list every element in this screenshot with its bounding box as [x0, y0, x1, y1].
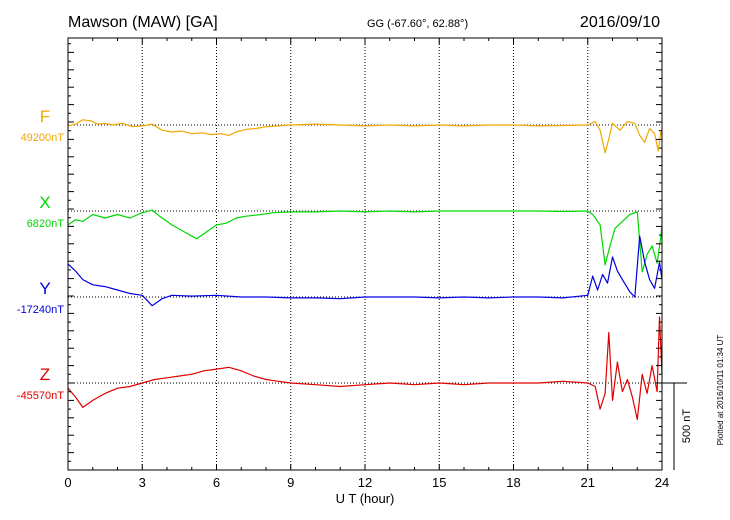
series-baseline-y: -17240nT [17, 304, 64, 316]
series-name-x: X [39, 193, 50, 212]
x-tick-label: 6 [213, 475, 220, 490]
series-baseline-x: 6820nT [27, 218, 65, 230]
scale-bar-label: 500 nT [681, 409, 693, 444]
scale-bar: 500 nT [662, 382, 693, 470]
series-name-z: Z [40, 365, 50, 384]
station-title: Mawson (MAW) [GA] [68, 14, 218, 31]
series-name-y: Y [39, 279, 50, 298]
series-line-z [67, 316, 663, 421]
series-line-f [67, 119, 663, 154]
series-name-f: F [40, 107, 50, 126]
x-tick-label: 24 [655, 475, 669, 490]
x-tick-label: 0 [64, 475, 71, 490]
series-baseline-f: 49200nT [21, 132, 65, 144]
x-tick-label: 3 [139, 475, 146, 490]
x-tick-label: 12 [358, 475, 372, 490]
x-tick-label: 18 [506, 475, 520, 490]
tick-layer: 0 3 6 9 12 15 18 21 24 [64, 38, 669, 490]
series-line-x [67, 209, 663, 273]
x-tick-label: 21 [581, 475, 595, 490]
plot-date: 2016/09/10 [580, 14, 660, 31]
station-coords: GG (-67.60°, 62.88°) [367, 18, 468, 30]
x-tick-label: 15 [432, 475, 446, 490]
series-baseline-z: -45570nT [17, 390, 64, 402]
grid-layer [68, 38, 662, 470]
series-layer: F 49200nT X 6820nT Y -17240nT Z -45570nT [17, 107, 663, 421]
x-tick-label: 9 [287, 475, 294, 490]
plotted-note: Plotted at 2016/10/11 01:34 UT [716, 335, 725, 446]
x-axis-label: U T (hour) [336, 491, 395, 506]
series-line-y [67, 235, 663, 307]
